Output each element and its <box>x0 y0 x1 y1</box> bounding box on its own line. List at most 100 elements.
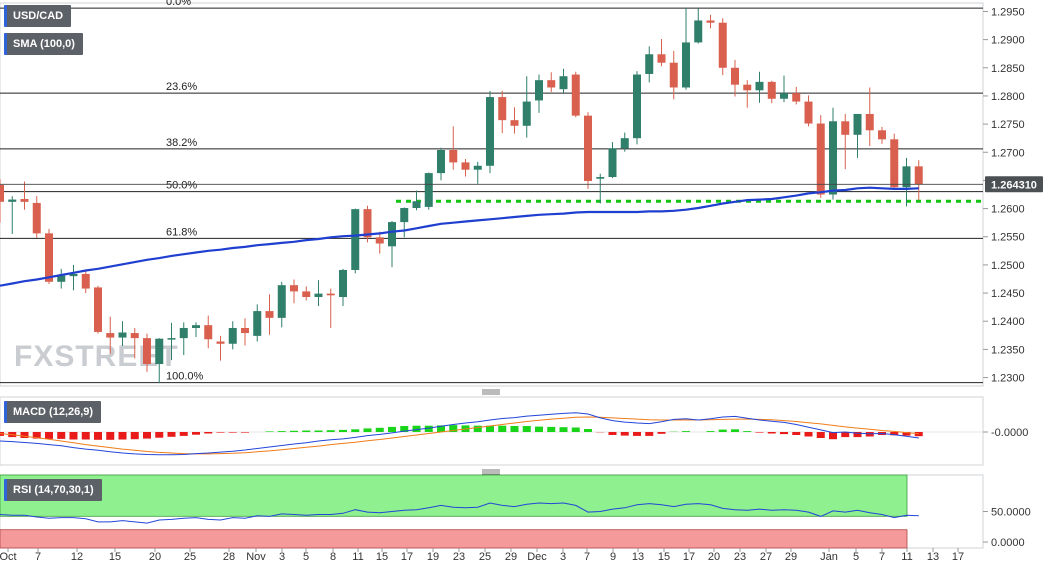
macd-histogram-bar <box>523 426 531 432</box>
candle-body <box>829 121 837 194</box>
macd-histogram-bar <box>143 432 151 439</box>
candle-body <box>278 285 286 318</box>
time-tick-label: 7 <box>584 551 590 563</box>
macd-indicator-label: MACD (12,26,9) <box>4 401 101 423</box>
sma-indicator-label: SMA (100,0) <box>4 33 83 55</box>
candle-body <box>474 166 482 170</box>
candle-body <box>645 54 653 74</box>
macd-histogram-bar <box>57 432 65 439</box>
macd-histogram-bar <box>168 432 176 437</box>
time-tick-label: 15 <box>376 551 388 563</box>
macd-histogram-bar <box>376 428 384 432</box>
candle-body <box>302 291 310 297</box>
candle-body <box>8 200 16 202</box>
price-tick-label: 1.2950 <box>991 6 1025 18</box>
macd-histogram-bar <box>204 432 212 434</box>
candle-body <box>45 233 53 281</box>
candle-body <box>866 114 874 130</box>
macd-histogram-bar <box>278 431 286 432</box>
macd-histogram-bar <box>572 428 580 433</box>
macd-tick-label: -0.0000 <box>991 427 1028 439</box>
candle-body <box>768 82 776 99</box>
candle-body <box>707 20 715 22</box>
candle-body <box>0 185 4 202</box>
candle-body <box>780 93 788 99</box>
candle-body <box>94 287 102 331</box>
macd-histogram-bar <box>351 429 359 432</box>
fib-level-label: 23.6% <box>166 81 197 93</box>
time-tick-label: 7 <box>879 551 885 563</box>
macd-histogram-bar <box>217 432 225 433</box>
macd-histogram-bar <box>719 430 727 432</box>
macd-histogram-bar <box>511 426 519 432</box>
macd-histogram-bar <box>21 432 29 438</box>
candle-body <box>364 209 372 237</box>
candle-body <box>315 294 323 297</box>
time-tick-label: 20 <box>708 551 720 563</box>
candle-body <box>547 80 555 87</box>
time-tick-label: 19 <box>427 551 439 563</box>
candle-body <box>756 82 764 90</box>
candle-body <box>535 80 543 100</box>
candle-body <box>854 114 862 135</box>
macd-histogram-bar <box>229 432 237 433</box>
time-tick-label: 27 <box>760 551 772 563</box>
candle-body <box>731 68 739 85</box>
time-tick-label: 28 <box>223 551 235 563</box>
macd-histogram-bar <box>756 432 764 433</box>
candle-body <box>449 150 457 162</box>
candle-body <box>511 120 519 126</box>
time-tick-label: 25 <box>479 551 491 563</box>
fib-level-label: 0.0% <box>166 0 191 8</box>
macd-histogram-bar <box>805 432 813 437</box>
candle-body <box>425 173 433 207</box>
price-tick-label: 1.2450 <box>991 288 1025 300</box>
candle-body <box>596 177 604 179</box>
candle-body <box>217 342 225 344</box>
fib-level-label: 61.8% <box>166 226 197 238</box>
time-tick-label: 29 <box>785 551 797 563</box>
macd-histogram-bar <box>474 426 482 432</box>
candle-body <box>253 311 261 336</box>
rsi-oversold-zone <box>0 530 907 548</box>
candle-body <box>437 150 445 173</box>
macd-histogram-bar <box>731 429 739 432</box>
macd-histogram-bar <box>658 432 666 434</box>
candle-body <box>572 75 580 116</box>
candle-body <box>168 338 176 340</box>
candle-body <box>376 237 384 243</box>
macd-histogram-bar <box>682 431 690 432</box>
candle-body <box>743 85 751 91</box>
candle-body <box>241 328 249 333</box>
candle-body <box>204 325 212 339</box>
candle-body <box>155 339 163 364</box>
time-tick-label: 23 <box>453 551 465 563</box>
macd-histogram-bar <box>817 432 825 438</box>
macd-histogram-bar <box>45 432 53 439</box>
macd-histogram-bar <box>780 432 788 434</box>
candle-body <box>33 203 41 233</box>
candle-body <box>805 102 813 124</box>
time-tick-label: Oct <box>0 551 17 563</box>
macd-histogram-bar <box>131 432 139 439</box>
candle-body <box>400 208 408 222</box>
macd-histogram-bar <box>792 432 800 435</box>
candle-body <box>621 138 629 148</box>
price-tick-label: 1.2300 <box>991 373 1025 385</box>
candle-body <box>609 148 617 177</box>
time-tick-label: 20 <box>149 551 161 563</box>
time-tick-label: 15 <box>109 551 121 563</box>
candle-body <box>486 97 494 166</box>
time-tick-label: 15 <box>658 551 670 563</box>
candle-body <box>290 285 298 291</box>
candle-body <box>351 209 359 270</box>
macd-histogram-bar <box>266 431 274 432</box>
macd-histogram-bar <box>535 427 543 432</box>
macd-histogram-bar <box>82 432 90 440</box>
time-tick-label: 11 <box>352 551 363 563</box>
time-tick-label: 23 <box>734 551 746 563</box>
candle-body <box>339 270 347 297</box>
time-tick-label: 8 <box>330 551 336 563</box>
fib-level-label: 50.0% <box>166 180 197 192</box>
macd-histogram-bar <box>315 431 323 433</box>
